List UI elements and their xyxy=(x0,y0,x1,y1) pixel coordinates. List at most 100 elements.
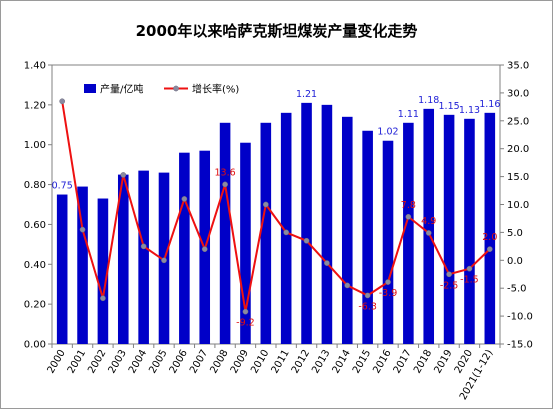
growth-point-2002 xyxy=(100,295,106,302)
x-tick-label-2009: 2009 xyxy=(229,348,251,376)
right-tick-label: 15.0 xyxy=(507,172,529,183)
bar-2011 xyxy=(280,112,292,344)
legend-line-marker xyxy=(173,85,179,92)
legend: 产量/亿吨 增长率(%) xyxy=(84,83,239,96)
growth-point-2019 xyxy=(446,271,452,278)
bar-2006 xyxy=(179,152,190,344)
x-tick-label-2015: 2015 xyxy=(351,348,373,376)
left-tick-label: 0.20 xyxy=(24,300,46,311)
legend-bar-label: 产量/亿吨 xyxy=(100,83,143,96)
x-tick-label-2016: 2016 xyxy=(371,348,393,376)
left-tick-label: 1.20 xyxy=(24,100,46,111)
growth-data-label-2019: -2.5 xyxy=(440,280,459,291)
x-tick-label-2006: 2006 xyxy=(168,348,190,376)
left-tick-label: 1.40 xyxy=(24,61,46,72)
growth-data-label-2015: -6.3 xyxy=(358,301,377,312)
x-tick-label-2003: 2003 xyxy=(107,348,129,376)
growth-data-label-2020: -1.5 xyxy=(460,275,479,286)
bar-data-label-2019: 1.15 xyxy=(439,101,460,112)
x-tick-label-2014: 2014 xyxy=(331,348,353,376)
growth-point-2016 xyxy=(385,279,391,285)
growth-point-2000 xyxy=(59,98,66,105)
bar-2016 xyxy=(382,140,394,344)
growth-point-2001 xyxy=(79,226,86,233)
bar-data-label-2017: 1.11 xyxy=(398,109,419,120)
x-tick-label-2005: 2005 xyxy=(147,348,169,376)
x-tick-label-2010: 2010 xyxy=(249,348,271,376)
right-tick-label: -15.0 xyxy=(507,340,533,351)
legend-line-label: 增长率(%) xyxy=(192,83,239,96)
growth-point-2007 xyxy=(201,246,208,252)
right-tick-label: 30.0 xyxy=(507,88,529,99)
bar-data-label-2016: 1.02 xyxy=(377,127,398,138)
growth-point-2003 xyxy=(120,172,127,178)
bar-2000 xyxy=(56,194,68,344)
growth-line-series: 13.6 -9.2 -6.3-3.9 7.8 4.9 -2.5-1.5 2.0 xyxy=(59,98,497,329)
bar-data-label-2012: 1.21 xyxy=(296,89,317,100)
growth-point-2014 xyxy=(344,282,351,289)
bar-2013 xyxy=(321,104,333,344)
growth-point-2021(1-12) xyxy=(486,246,493,252)
bar-2015 xyxy=(362,130,373,344)
right-tick-label: 10.0 xyxy=(507,200,529,211)
bar-data-label-2020: 1.13 xyxy=(459,105,480,116)
x-tick-label-2001: 2001 xyxy=(66,348,88,376)
growth-data-label-2018: 4.9 xyxy=(421,216,436,227)
growth-data-label-2008: 13.6 xyxy=(215,167,236,178)
growth-point-2015 xyxy=(364,292,371,299)
left-tick-label: 0.00 xyxy=(24,340,46,351)
growth-point-2011 xyxy=(283,229,290,236)
growth-point-2017 xyxy=(405,213,412,220)
right-tick-label: -10.0 xyxy=(507,312,533,323)
left-tick-label: 0.60 xyxy=(24,220,46,231)
growth-point-2005 xyxy=(161,257,167,264)
right-tick-label: 35.0 xyxy=(507,61,529,72)
growth-data-label-2017: 7.8 xyxy=(401,200,416,211)
x-tick-label-2012: 2012 xyxy=(290,348,312,376)
bar-2020 xyxy=(464,118,475,344)
x-tick-label-2000: 2000 xyxy=(46,348,68,376)
x-tick-label-2013: 2013 xyxy=(310,348,332,376)
bar-2019 xyxy=(443,114,455,344)
right-tick-label: 5.0 xyxy=(507,228,523,239)
x-tick-label-2007: 2007 xyxy=(188,348,210,376)
growth-point-2012 xyxy=(303,237,310,244)
bar-2014 xyxy=(341,116,353,344)
growth-point-2006 xyxy=(181,196,188,202)
growth-point-2020 xyxy=(466,265,473,272)
x-tick-label-2019: 2019 xyxy=(432,348,454,376)
bar-2010 xyxy=(260,122,272,345)
bar-data-label-2018: 1.18 xyxy=(418,95,439,106)
bar-2001 xyxy=(77,186,88,344)
x-tick-label-2002: 2002 xyxy=(86,348,108,376)
bar-data-label-2000: 0.75 xyxy=(52,181,73,192)
right-tick-label: 20.0 xyxy=(507,144,529,155)
growth-point-2013 xyxy=(324,260,330,266)
right-tick-label: -5.0 xyxy=(507,284,527,295)
bar-2008 xyxy=(219,122,231,345)
growth-point-2004 xyxy=(140,243,147,250)
right-tick-label: 25.0 xyxy=(507,116,529,127)
left-tick-label: 0.40 xyxy=(24,260,46,271)
x-tick-label-2011: 2011 xyxy=(270,348,292,376)
bar-2018 xyxy=(423,108,435,344)
legend-bar-swatch xyxy=(84,84,96,93)
x-tick-label-2008: 2008 xyxy=(208,348,230,376)
chart-title: 2000年以来哈萨克斯坦煤炭产量变化走势 xyxy=(135,22,418,40)
x-tick-label-2018: 2018 xyxy=(412,348,434,376)
x-tick-label-2017: 2017 xyxy=(392,348,414,376)
bar-2009 xyxy=(240,142,251,344)
bar-2004 xyxy=(138,170,149,344)
growth-point-2018 xyxy=(425,230,432,236)
growth-data-label-2016: -3.9 xyxy=(379,288,398,299)
growth-point-2009 xyxy=(242,308,249,315)
bar-2003 xyxy=(117,174,129,344)
growth-line xyxy=(61,101,491,312)
growth-data-label-2021(1-12): 2.0 xyxy=(482,232,497,243)
x-tick-label-2004: 2004 xyxy=(127,348,149,376)
left-tick-label: 1.00 xyxy=(24,140,46,151)
right-tick-label: 0.0 xyxy=(507,256,523,267)
bar-data-label-2021(1-12): 1.16 xyxy=(479,99,500,110)
bar-2002 xyxy=(97,198,109,344)
